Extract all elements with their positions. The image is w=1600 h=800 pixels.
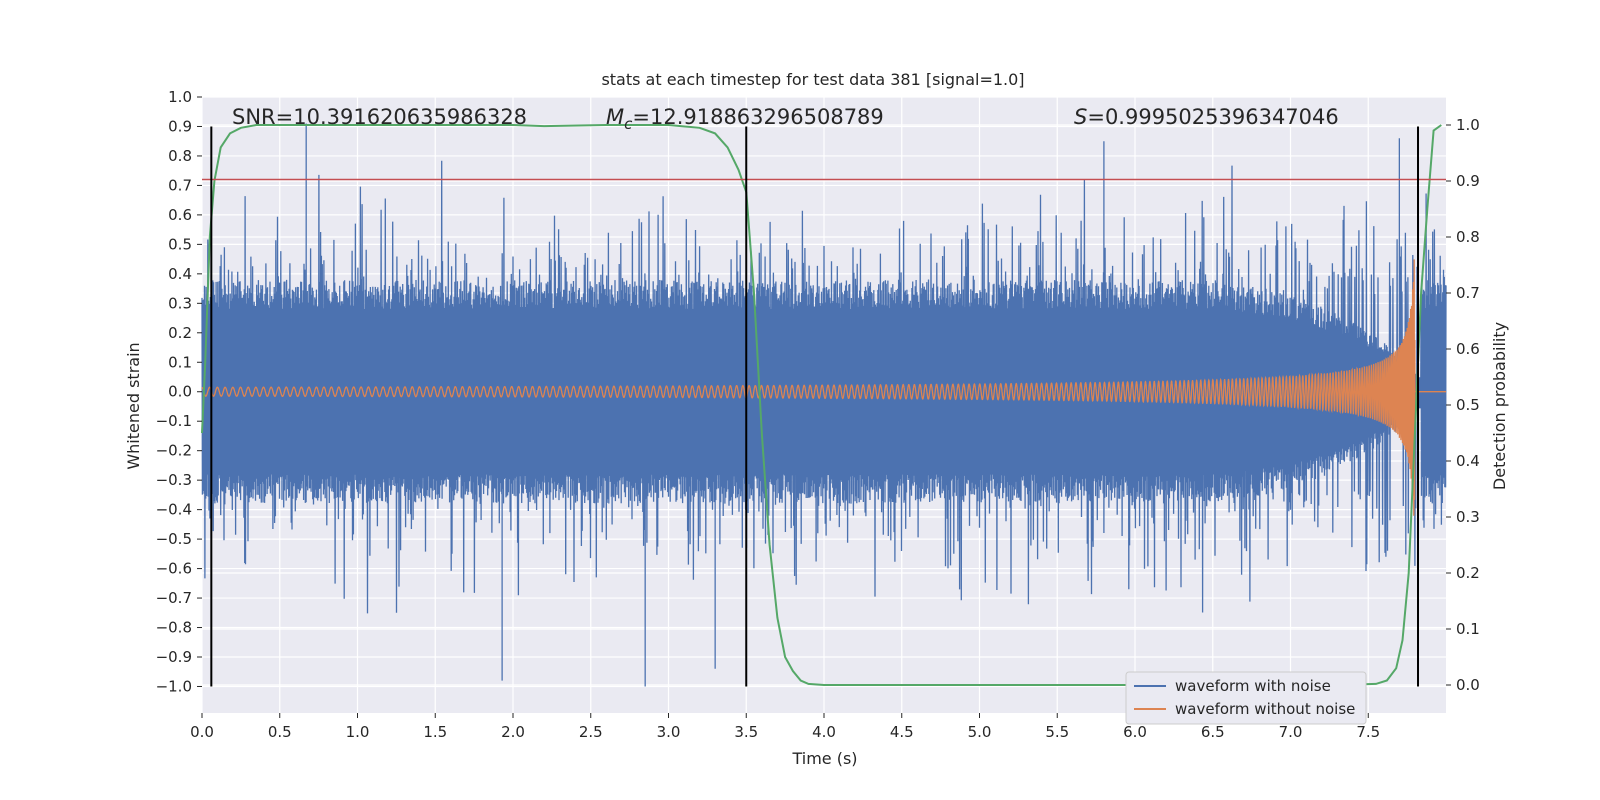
legend: waveform with noise waveform without noi…	[1125, 671, 1367, 725]
y-tick-label: −0.4	[156, 501, 192, 519]
y-axis-label: Whitened strain	[124, 342, 143, 469]
x-tick-label: 7.0	[1279, 723, 1303, 741]
x-axis-label: Time (s)	[791, 749, 857, 768]
y-tick-label: −0.1	[156, 412, 192, 430]
x-tick-label: 4.0	[812, 723, 836, 741]
x-tick-label: 2.5	[579, 723, 603, 741]
y2-tick-label: 0.9	[1456, 172, 1480, 190]
significance-symbol: S	[1074, 105, 1087, 129]
y-tick-label: −0.3	[156, 471, 192, 489]
series-detection-probability	[201, 124, 1442, 686]
x-tick-label: 5.5	[1045, 723, 1069, 741]
y-tick-label: −0.7	[156, 589, 192, 607]
y2-axis-label: Detection probability	[1490, 322, 1509, 490]
series-waveform-without-noise	[201, 259, 1446, 516]
y-axis-ticks: 1.0 0.9 0.8 0.7 0.6 0.5 0.4 0.3 0.2 0.1 0.0 −0.1 −0.…	[156, 88, 202, 695]
significance-annotation: S=0.9995025396347046	[1074, 105, 1339, 129]
chirp-mass-subscript: c	[624, 115, 633, 133]
legend-label-noise: waveform with noise	[1175, 677, 1331, 695]
x-tick-label: 3.5	[734, 723, 758, 741]
y2-tick-label: 0.5	[1456, 396, 1480, 414]
x-tick-label: 3.0	[657, 723, 681, 741]
series-waveform-with-noise	[201, 123, 1447, 687]
x-axis-ticks: 0.0 0.5 1.0 1.5 2.0 2.5 3.0 3.5 4.0 4.5 5.0 5.5 6.0 6…	[190, 713, 1380, 741]
y2-tick-label: 0.8	[1456, 228, 1480, 246]
y-tick-label: 0.8	[168, 147, 192, 165]
clean-waveform-line	[201, 259, 1446, 516]
chart-title: stats at each timestep for test data 381…	[601, 70, 1024, 89]
x-tick-label: 0.0	[190, 723, 214, 741]
x-tick-label: 1.5	[423, 723, 447, 741]
significance-value: =0.9995025396347046	[1087, 105, 1338, 129]
y2-tick-label: 0.0	[1456, 676, 1480, 694]
x-tick-label: 2.0	[501, 723, 525, 741]
chirp-mass-annotation: Mc=12.918863296508789	[606, 105, 884, 133]
y2-tick-label: 0.3	[1456, 508, 1480, 526]
x-tick-label: 4.5	[890, 723, 914, 741]
y2-tick-label: 0.4	[1456, 452, 1480, 470]
y2-tick-label: 0.6	[1456, 340, 1480, 358]
y-tick-label: −0.5	[156, 530, 192, 548]
y2-tick-label: 0.2	[1456, 564, 1480, 582]
x-tick-label: 0.5	[268, 723, 292, 741]
y2-tick-label: 0.7	[1456, 284, 1480, 302]
x-tick-label: 7.5	[1356, 723, 1380, 741]
y-tick-label: −0.6	[156, 560, 192, 578]
chirp-mass-value: =12.918863296508789	[632, 105, 883, 129]
probability-line	[201, 124, 1442, 686]
y-tick-label: 0.3	[168, 294, 192, 312]
legend-box	[1125, 671, 1367, 725]
y-tick-label: 0.5	[168, 235, 192, 253]
y-tick-label: −1.0	[156, 677, 192, 695]
y-tick-label: 0.6	[168, 206, 192, 224]
y-tick-label: −0.8	[156, 619, 192, 637]
snr-annotation: SNR=10.391620635986328	[232, 105, 527, 129]
y-tick-label: 0.7	[168, 176, 192, 194]
legend-label-clean: waveform without noise	[1175, 700, 1355, 718]
y2-tick-label: 1.0	[1456, 116, 1480, 134]
y2-tick-label: 0.1	[1456, 620, 1480, 638]
y-tick-label: 0.4	[168, 265, 192, 283]
y-tick-label: 1.0	[168, 88, 192, 106]
noise-waveform-line	[201, 160, 1447, 614]
x-tick-label: 6.5	[1201, 723, 1225, 741]
x-tick-label: 6.0	[1123, 723, 1147, 741]
y-tick-label: 0.9	[168, 117, 192, 135]
reference-lines	[202, 126, 1446, 687]
x-tick-label: 5.0	[968, 723, 992, 741]
y-tick-label: 0.0	[168, 383, 192, 401]
y-tick-label: −0.2	[156, 442, 192, 460]
x-tick-label: 1.0	[346, 723, 370, 741]
y-tick-label: 0.2	[168, 324, 192, 342]
chirp-mass-symbol: M	[606, 105, 624, 129]
y2-axis-ticks: 0.0 0.1 0.2 0.3 0.4 0.5 0.6 0.7 0.8 0.9 1.0	[1446, 116, 1480, 694]
y-tick-label: 0.1	[168, 353, 192, 371]
y-tick-label: −0.9	[156, 648, 192, 666]
